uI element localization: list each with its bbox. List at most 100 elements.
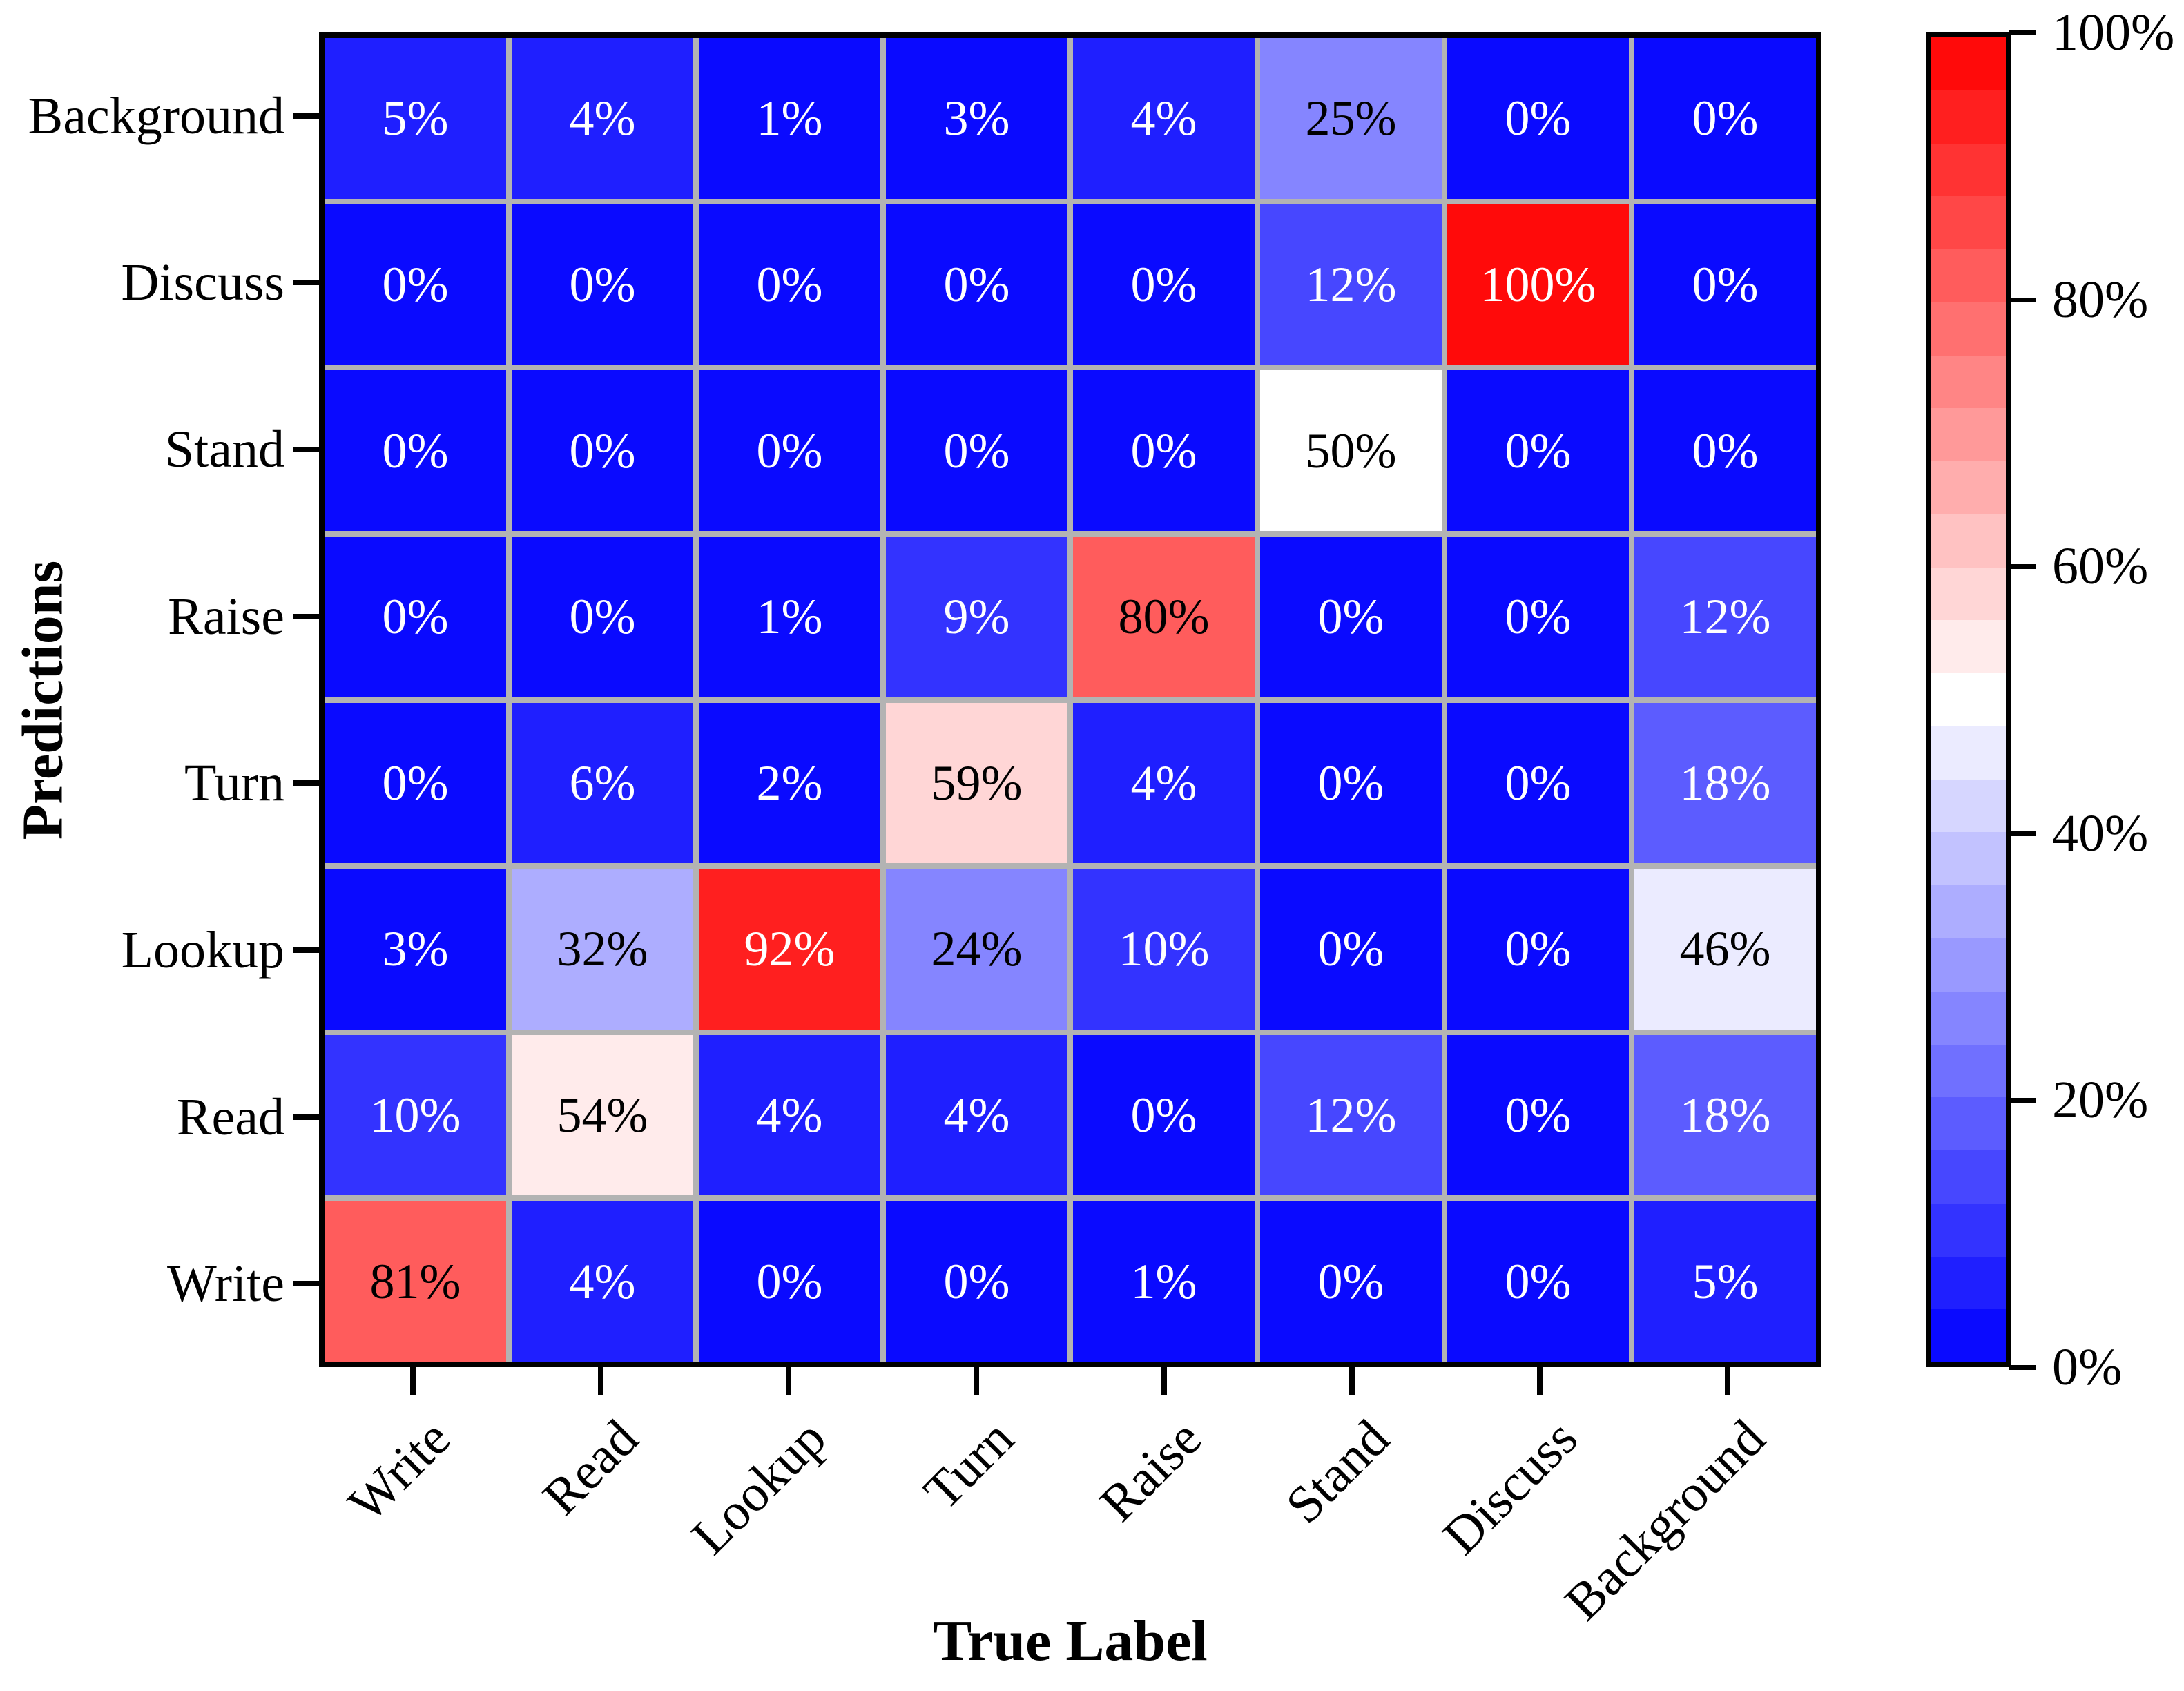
y-tick [293, 280, 319, 286]
colorbar [1926, 32, 2011, 1367]
matrix-cell-Write-Turn: 0% [886, 1201, 1067, 1362]
colorbar-band [1931, 991, 2006, 1045]
matrix-cell-Write-Stand: 0% [1260, 1201, 1442, 1362]
matrix-cell-Lookup-Discuss: 0% [1447, 869, 1629, 1030]
colorbar-band [1931, 1256, 2006, 1310]
y-tick [293, 1281, 319, 1287]
matrix-cell-Lookup-Background: 46% [1634, 869, 1816, 1030]
x-tick [410, 1367, 416, 1395]
matrix-cell-Stand-Turn: 0% [886, 370, 1067, 531]
y-tick-label-Background: Background [28, 86, 284, 145]
matrix-cell-Discuss-Lookup: 0% [699, 204, 880, 365]
heatmap-grid: 5% 4% 1% 3% 4% 25% 0% 0% 0% 0% 0% 0% 0% 12% 100% 0% 0% 0%… [319, 32, 1821, 1367]
matrix-cell-Stand-Stand: 50% [1260, 370, 1442, 531]
matrix-cell-Stand-Raise: 0% [1073, 370, 1255, 531]
x-tick-label-Turn: Turn [913, 1409, 1025, 1521]
matrix-cell-Write-Raise: 1% [1073, 1201, 1255, 1362]
matrix-cell-Lookup-Raise: 10% [1073, 869, 1255, 1030]
colorbar-band [1931, 355, 2006, 409]
colorbar-band [1931, 1203, 2006, 1257]
matrix-cell-Background-Raise: 4% [1073, 38, 1255, 199]
matrix-cell-Discuss-Background: 0% [1634, 204, 1816, 365]
matrix-cell-Lookup-Write: 3% [325, 869, 506, 1030]
matrix-cell-Raise-Lookup: 1% [699, 536, 880, 697]
colorbar-tick [2009, 297, 2036, 302]
matrix-cell-Stand-Write: 0% [325, 370, 506, 531]
matrix-cell-Stand-Lookup: 0% [699, 370, 880, 531]
matrix-cell-Background-Read: 4% [512, 38, 693, 199]
matrix-cell-Discuss-Discuss: 100% [1447, 204, 1629, 365]
colorbar-tick-label-60: 60% [2052, 537, 2149, 596]
colorbar-band [1931, 938, 2006, 992]
colorbar-band [1931, 779, 2006, 833]
x-tick-label-Write: Write [337, 1409, 461, 1534]
y-tick-label-Turn: Turn [184, 754, 284, 813]
colorbar-band [1931, 1097, 2006, 1151]
colorbar-band [1931, 673, 2006, 726]
colorbar-band [1931, 1150, 2006, 1204]
matrix-cell-Turn-Raise: 4% [1073, 702, 1255, 864]
colorbar-band [1931, 408, 2006, 462]
colorbar-band [1931, 1309, 2006, 1363]
matrix-cell-Turn-Stand: 0% [1260, 702, 1442, 864]
matrix-cell-Write-Lookup: 0% [699, 1201, 880, 1362]
x-tick [1537, 1367, 1543, 1395]
matrix-cell-Background-Stand: 25% [1260, 38, 1442, 199]
matrix-cell-Discuss-Raise: 0% [1073, 204, 1255, 365]
matrix-cell-Turn-Background: 18% [1634, 702, 1816, 864]
matrix-cell-Read-Discuss: 0% [1447, 1034, 1629, 1196]
colorbar-band [1931, 249, 2006, 302]
y-tick [293, 113, 319, 119]
colorbar-tick-label-80: 80% [2052, 270, 2149, 329]
x-tick-label-Discuss: Discuss [1431, 1409, 1588, 1566]
matrix-cell-Background-Background: 0% [1634, 38, 1816, 199]
matrix-cell-Raise-Write: 0% [325, 536, 506, 697]
colorbar-band [1931, 514, 2006, 568]
colorbar-tick-label-20: 20% [2052, 1071, 2149, 1130]
matrix-cell-Write-Background: 5% [1634, 1201, 1816, 1362]
matrix-cell-Read-Stand: 12% [1260, 1034, 1442, 1196]
x-tick [1349, 1367, 1355, 1395]
matrix-cell-Turn-Discuss: 0% [1447, 702, 1629, 864]
matrix-cell-Write-Discuss: 0% [1447, 1201, 1629, 1362]
x-tick [598, 1367, 603, 1395]
x-tick [974, 1367, 979, 1395]
colorbar-band [1931, 885, 2006, 939]
y-tick [293, 780, 319, 786]
y-tick-label-Discuss: Discuss [121, 253, 284, 312]
matrix-cell-Read-Background: 18% [1634, 1034, 1816, 1196]
matrix-cell-Read-Write: 10% [325, 1034, 506, 1196]
matrix-cell-Raise-Stand: 0% [1260, 536, 1442, 697]
x-tick [786, 1367, 791, 1395]
x-tick-label-Read: Read [532, 1409, 649, 1527]
x-tick-label-Stand: Stand [1275, 1409, 1400, 1535]
matrix-cell-Discuss-Read: 0% [512, 204, 693, 365]
matrix-cell-Read-Read: 54% [512, 1034, 693, 1196]
x-tick-label-Background: Background [1553, 1409, 1776, 1632]
x-tick-label-Lookup: Lookup [680, 1409, 837, 1566]
colorbar-tick [2009, 831, 2036, 836]
matrix-cell-Background-Turn: 3% [886, 38, 1067, 199]
y-tick-label-Stand: Stand [164, 421, 284, 479]
x-tick [1725, 1367, 1730, 1395]
colorbar-tick-label-40: 40% [2052, 804, 2149, 862]
colorbar-band [1931, 461, 2006, 514]
y-tick-label-Read: Read [176, 1088, 284, 1146]
matrix-cell-Turn-Turn: 59% [886, 702, 1067, 864]
colorbar-band [1931, 1044, 2006, 1098]
colorbar-band [1931, 302, 2006, 356]
matrix-cell-Write-Write: 81% [325, 1201, 506, 1362]
matrix-cell-Stand-Background: 0% [1634, 370, 1816, 531]
colorbar-tick-label-0: 0% [2052, 1338, 2123, 1396]
matrix-cell-Lookup-Read: 32% [512, 869, 693, 1030]
matrix-cell-Read-Raise: 0% [1073, 1034, 1255, 1196]
matrix-cell-Read-Turn: 4% [886, 1034, 1067, 1196]
matrix-cell-Background-Discuss: 0% [1447, 38, 1629, 199]
matrix-cell-Discuss-Turn: 0% [886, 204, 1067, 365]
y-tick-label-Lookup: Lookup [121, 920, 284, 979]
colorbar-band [1931, 143, 2006, 197]
colorbar-tick [2009, 1365, 2036, 1370]
colorbar-tick-label-100: 100% [2052, 3, 2175, 61]
matrix-cell-Turn-Write: 0% [325, 702, 506, 864]
colorbar-tick [2009, 564, 2036, 570]
